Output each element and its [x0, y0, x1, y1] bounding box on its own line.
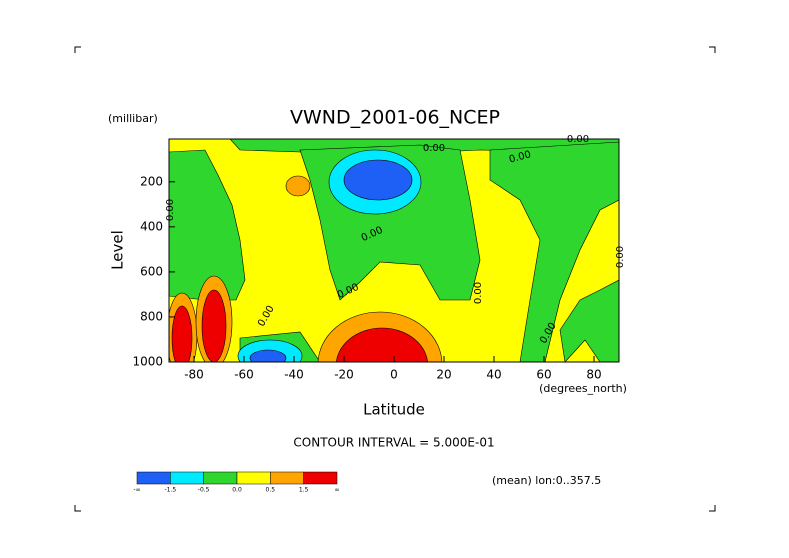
y-tick-label: 1000: [132, 355, 163, 369]
colorbar-swatch: [170, 471, 204, 485]
colorbar-swatch: [136, 471, 171, 485]
y-tick-label: 400: [140, 219, 163, 233]
colorbar-label: -0.5: [198, 487, 210, 494]
contour-fill: [285, 175, 311, 197]
x-tick-label: 20: [436, 368, 451, 382]
colorbar-label: 1.5: [299, 487, 309, 494]
x-units: (degrees_north): [539, 382, 627, 395]
contour-label: 0.00: [615, 246, 626, 268]
contour-fill: [489, 141, 619, 362]
colorbar-swatch: [303, 471, 338, 485]
y-tick-label: 600: [140, 264, 163, 278]
contour-interval: CONTOUR INTERVAL = 5.000E-01: [293, 436, 494, 450]
contour-fill: [171, 305, 193, 362]
x-tick-label: 80: [586, 368, 601, 382]
colorbar-label: ∞: [335, 487, 340, 494]
chart-title: VWND_2001-06_NCEP: [290, 107, 500, 129]
averaging-note: (mean) lon:0..357.5: [492, 474, 601, 487]
colorbar-label: 0.5: [266, 487, 276, 494]
contour-label: 0.00: [473, 282, 484, 304]
colorbar-swatch: [236, 471, 271, 485]
x-tick-label: -40: [284, 368, 304, 382]
contour-label: 0.00: [567, 134, 589, 145]
x-tick-label: -60: [234, 368, 254, 382]
contour-field: [169, 139, 619, 362]
colorbar-label: -1.5: [164, 487, 176, 494]
y-tick-label: 200: [140, 174, 163, 188]
x-tick-label: -20: [334, 368, 354, 382]
x-tick-label: 40: [486, 368, 501, 382]
x-tick-label: -80: [184, 368, 204, 382]
contour-fill: [559, 279, 619, 362]
contour-label: 0.00: [165, 199, 176, 221]
corner-marks: [74, 46, 716, 512]
colorbar-swatch: [270, 471, 304, 485]
contour-label: 0.00: [423, 143, 445, 154]
y-tick-label: 800: [140, 309, 163, 323]
contour-fill: [201, 289, 227, 362]
contour-fill: [343, 159, 413, 201]
colorbar-swatch: [203, 471, 238, 485]
y-units: (millibar): [108, 112, 158, 125]
contour-fill: [249, 349, 287, 362]
x-tick-label: 60: [536, 368, 551, 382]
x-axis-label: Latitude: [363, 401, 425, 419]
colorbar-label: 0.0: [232, 487, 242, 494]
colorbar-label: -∞: [133, 487, 140, 494]
contour-fill: [335, 327, 429, 362]
x-tick-label: 0: [390, 368, 398, 382]
y-axis-label: Level: [109, 230, 127, 270]
